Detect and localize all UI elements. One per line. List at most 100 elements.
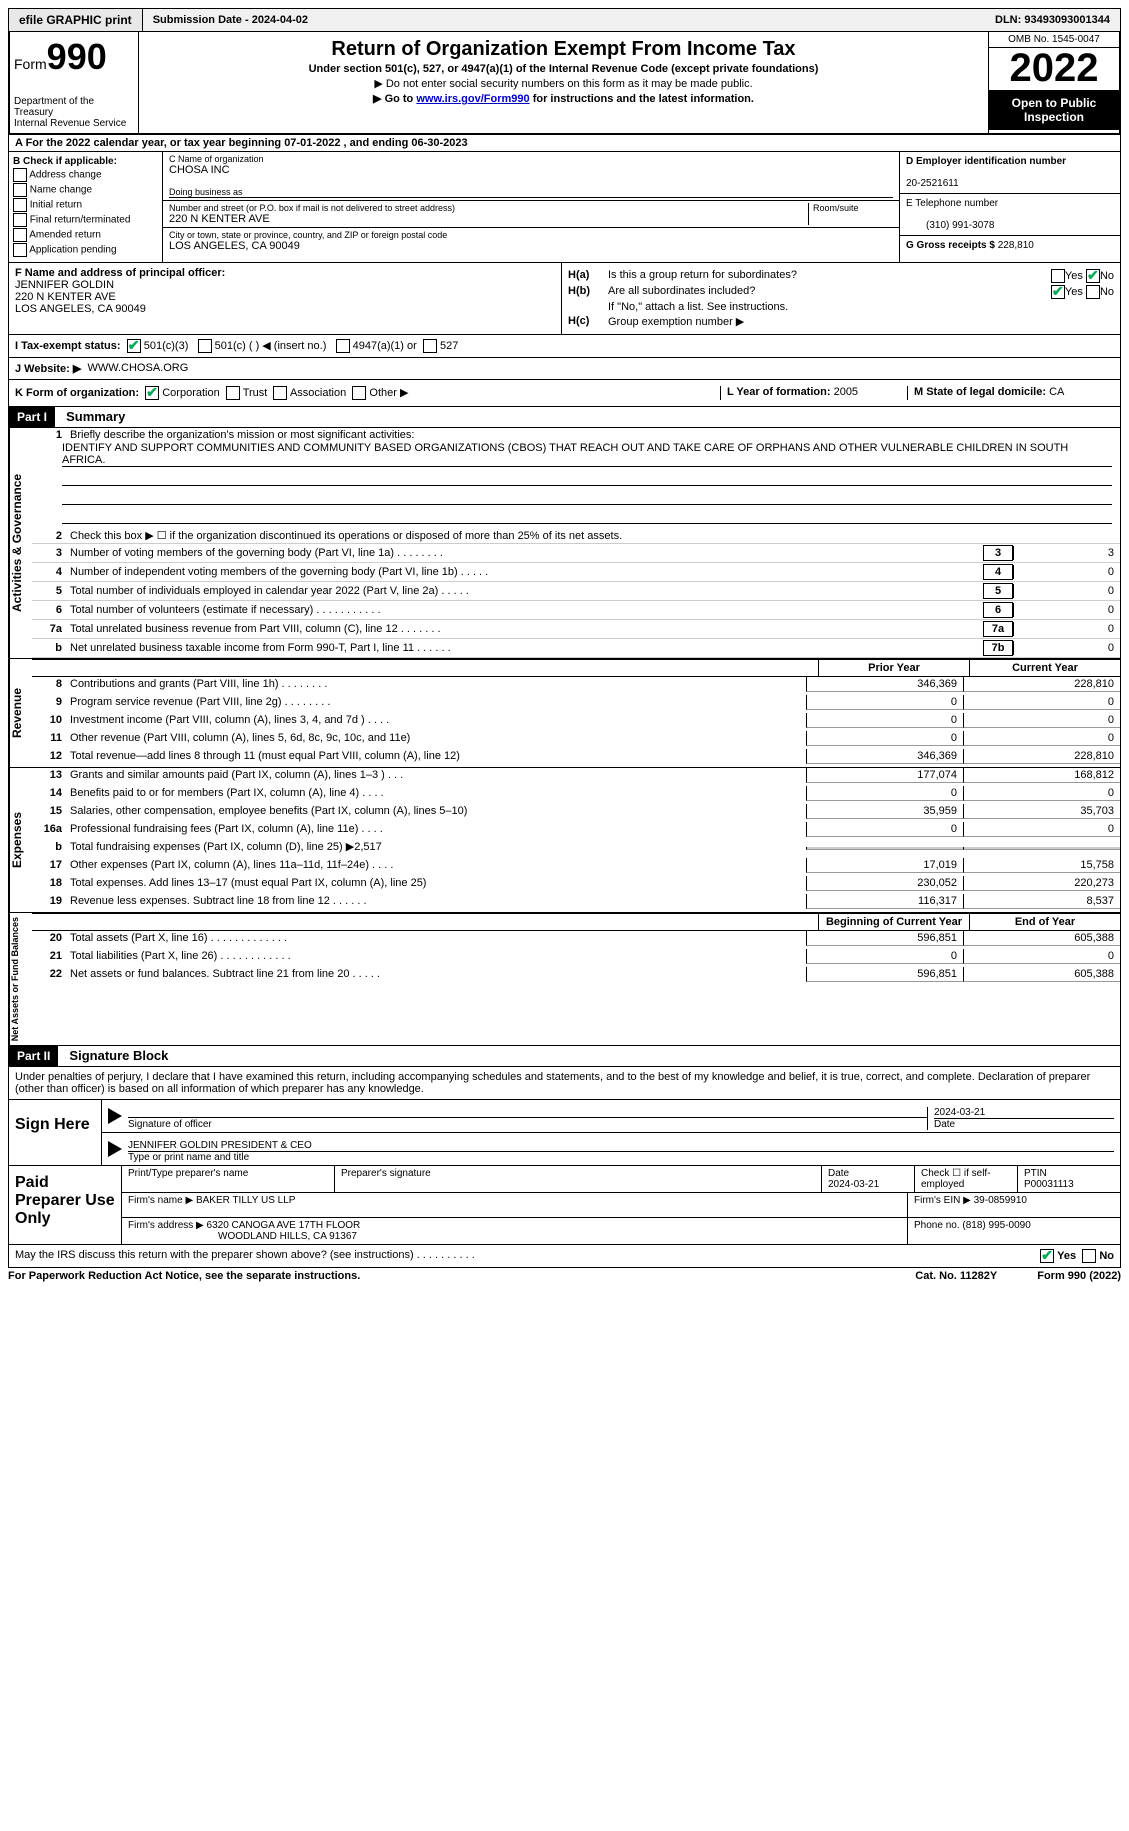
cb-final-return[interactable]: Final return/terminated bbox=[13, 213, 158, 227]
street-address: 220 N KENTER AVE bbox=[169, 213, 808, 225]
summary-line: 5Total number of individuals employed in… bbox=[32, 582, 1120, 601]
firm-name: BAKER TILLY US LLP bbox=[196, 1195, 296, 1206]
ha-label: H(a) bbox=[568, 269, 608, 283]
footer: For Paperwork Reduction Act Notice, see … bbox=[8, 1268, 1121, 1284]
top-bar: efile GRAPHIC print Submission Date - 20… bbox=[8, 8, 1121, 32]
sig-arrow-icon-2 bbox=[108, 1141, 122, 1157]
part-ii-title: Signature Block bbox=[61, 1048, 168, 1063]
cb-4947[interactable] bbox=[336, 339, 350, 353]
irs-link[interactable]: www.irs.gov/Form990 bbox=[416, 93, 529, 105]
note2-pre: ▶ Go to bbox=[373, 93, 416, 105]
summary-line: 3Number of voting members of the governi… bbox=[32, 544, 1120, 563]
hc-label: H(c) bbox=[568, 315, 608, 328]
cb-name-change[interactable]: Name change bbox=[13, 183, 158, 197]
summary-line: 4Number of independent voting members of… bbox=[32, 563, 1120, 582]
opt-assoc: Association bbox=[290, 387, 346, 399]
footer-cat: Cat. No. 11282Y bbox=[875, 1270, 1037, 1282]
group-return-section: H(a) Is this a group return for subordin… bbox=[562, 263, 1120, 334]
firm-addr2: WOODLAND HILLS, CA 91367 bbox=[128, 1231, 357, 1242]
mission-blank-2 bbox=[62, 490, 1112, 505]
discuss-no-cb[interactable] bbox=[1082, 1249, 1096, 1263]
discuss-row: May the IRS discuss this return with the… bbox=[8, 1245, 1121, 1268]
header-left: Form990 Department of the Treasury Inter… bbox=[10, 32, 139, 133]
form-org-label: K Form of organization: bbox=[15, 387, 139, 399]
irs-label: Internal Revenue Service bbox=[14, 118, 134, 129]
cb-address-change[interactable]: Address change bbox=[13, 168, 158, 182]
gross-receipts-cell: G Gross receipts $ 228,810 bbox=[900, 236, 1120, 262]
domicile-val: CA bbox=[1049, 386, 1064, 398]
sig-date-label: Date bbox=[934, 1118, 1114, 1130]
summary-line: 7aTotal unrelated business revenue from … bbox=[32, 620, 1120, 639]
data-line: 20Total assets (Part X, line 16) . . . .… bbox=[32, 931, 1120, 949]
data-line: bTotal fundraising expenses (Part IX, co… bbox=[32, 840, 1120, 858]
side-netassets: Net Assets or Fund Balances bbox=[9, 913, 32, 1045]
ha-no-cb[interactable] bbox=[1086, 269, 1100, 283]
ein-cell: D Employer identification number 20-2521… bbox=[900, 152, 1120, 194]
cb-trust[interactable] bbox=[226, 386, 240, 400]
block-identity: B Check if applicable: Address change Na… bbox=[8, 152, 1121, 262]
officer-name-label: Type or print name and title bbox=[128, 1152, 1114, 1163]
city-label: City or town, state or province, country… bbox=[169, 230, 893, 240]
prep-name-header: Print/Type preparer's name bbox=[122, 1166, 335, 1192]
form-subtitle: Under section 501(c), 527, or 4947(a)(1)… bbox=[145, 63, 982, 75]
form-note-link: ▶ Go to www.irs.gov/Form990 for instruct… bbox=[145, 92, 982, 105]
ptin-label: PTIN bbox=[1024, 1168, 1047, 1179]
data-line: 22Net assets or fund balances. Subtract … bbox=[32, 967, 1120, 985]
org-name-cell: C Name of organization CHOSA INC Doing b… bbox=[163, 152, 899, 201]
part-ii-bar: Part II Signature Block bbox=[8, 1046, 1121, 1067]
cb-application-pending[interactable]: Application pending bbox=[13, 243, 158, 257]
prep-date-label: Date bbox=[828, 1168, 849, 1179]
side-revenue: Revenue bbox=[9, 659, 32, 767]
city-state-zip: LOS ANGELES, CA 90049 bbox=[169, 240, 893, 252]
firm-addr1: 6320 CANOGA AVE 17TH FLOOR bbox=[207, 1220, 361, 1231]
cb-501c3[interactable] bbox=[127, 339, 141, 353]
mission-text: IDENTIFY AND SUPPORT COMMUNITIES AND COM… bbox=[62, 442, 1112, 467]
submission-date: Submission Date - 2024-04-02 bbox=[143, 10, 318, 30]
cb-corporation[interactable] bbox=[145, 386, 159, 400]
summary-line: 2Check this box ▶ ☐ if the organization … bbox=[32, 528, 1120, 544]
principal-officer: F Name and address of principal officer:… bbox=[9, 263, 562, 334]
dept-treasury: Department of the Treasury bbox=[14, 96, 134, 118]
perjury-text: Under penalties of perjury, I declare th… bbox=[8, 1067, 1121, 1100]
form-header: Form990 Department of the Treasury Inter… bbox=[8, 32, 1121, 135]
row-i-label: I Tax-exempt status: bbox=[15, 340, 121, 352]
city-cell: City or town, state or province, country… bbox=[163, 228, 899, 254]
part-i-bar: Part I Summary bbox=[8, 407, 1121, 428]
footer-left: For Paperwork Reduction Act Notice, see … bbox=[8, 1270, 875, 1282]
discuss-yes: Yes bbox=[1057, 1250, 1076, 1262]
cb-501c[interactable] bbox=[198, 339, 212, 353]
hb-yes: Yes bbox=[1065, 286, 1083, 298]
col-eoy: End of Year bbox=[969, 914, 1120, 930]
cb-association[interactable] bbox=[273, 386, 287, 400]
cb-527[interactable] bbox=[423, 339, 437, 353]
gross-value: 228,810 bbox=[998, 240, 1034, 251]
org-name-label: C Name of organization bbox=[169, 154, 893, 164]
discuss-yes-cb[interactable] bbox=[1040, 1249, 1054, 1263]
data-line: 17Other expenses (Part IX, column (A), l… bbox=[32, 858, 1120, 876]
efile-print-button[interactable]: efile GRAPHIC print bbox=[9, 9, 143, 31]
hb-text: Are all subordinates included? bbox=[608, 285, 1051, 299]
cb-other[interactable] bbox=[352, 386, 366, 400]
firm-name-label: Firm's name ▶ bbox=[128, 1195, 193, 1206]
paid-preparer-block: Paid Preparer Use Only Print/Type prepar… bbox=[8, 1166, 1121, 1245]
cb-initial-return[interactable]: Initial return bbox=[13, 198, 158, 212]
data-line: 19Revenue less expenses. Subtract line 1… bbox=[32, 894, 1120, 912]
mission-blank-3 bbox=[62, 509, 1112, 524]
hb-yes-cb[interactable] bbox=[1051, 285, 1065, 299]
prep-sig-header: Preparer's signature bbox=[335, 1166, 822, 1192]
sig-arrow-icon bbox=[108, 1108, 122, 1124]
domicile-label: M State of legal domicile: bbox=[914, 386, 1046, 398]
firm-phone: (818) 995-0090 bbox=[962, 1220, 1030, 1231]
hb-no-cb[interactable] bbox=[1086, 285, 1100, 299]
prep-date: 2024-03-21 bbox=[828, 1179, 879, 1190]
part-ii-header: Part II bbox=[9, 1046, 58, 1066]
ha-yes-cb[interactable] bbox=[1051, 269, 1065, 283]
officer-signature-line: Signature of officer bbox=[128, 1117, 927, 1130]
opt-other: Other ▶ bbox=[369, 387, 408, 399]
col-boy: Beginning of Current Year bbox=[818, 914, 969, 930]
part-i-header: Part I bbox=[9, 407, 55, 427]
firm-ein: 39-0859910 bbox=[974, 1195, 1027, 1206]
org-name: CHOSA INC bbox=[169, 164, 893, 176]
cb-amended-return[interactable]: Amended return bbox=[13, 228, 158, 242]
data-line: 15Salaries, other compensation, employee… bbox=[32, 804, 1120, 822]
